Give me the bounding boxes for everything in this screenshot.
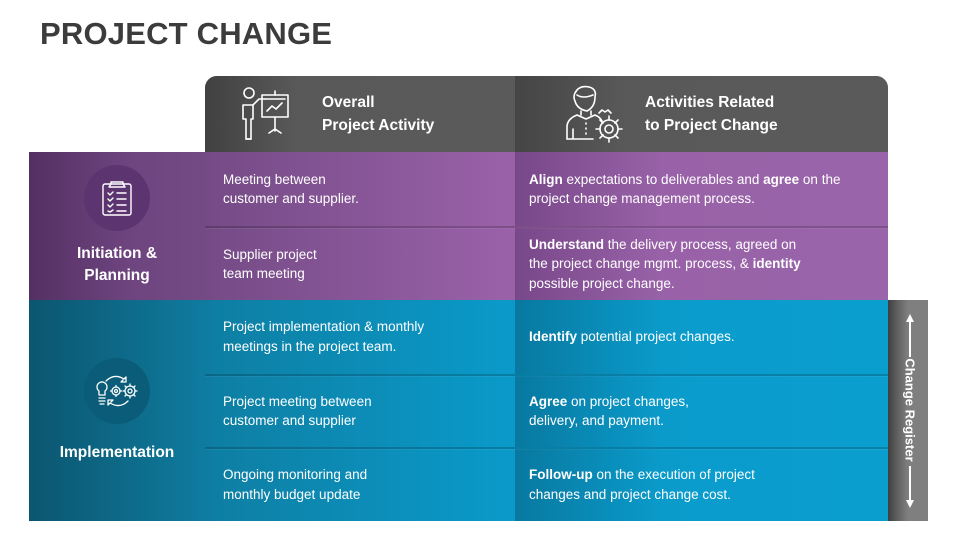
phase-icon-circle <box>84 165 150 231</box>
change-keyword: Align <box>529 171 563 187</box>
phase-label-implementation: Implementation <box>29 300 205 521</box>
change-register-label: Change Register <box>902 358 918 462</box>
change-keyword: identity <box>752 256 801 272</box>
change-keyword: Follow-up <box>529 467 593 483</box>
change-cell: Understand the delivery process, agreed … <box>515 228 888 300</box>
header-col2-line2: to Project Change <box>645 117 778 134</box>
table-row: Supplier project team meeting Understand… <box>205 226 888 300</box>
change-keyword: Understand <box>529 236 605 252</box>
activity-text: customer and supplier <box>223 413 356 429</box>
change-cell: Align expectations to deliverables and a… <box>515 152 888 226</box>
change-cell: Agree on project changes, delivery, and … <box>515 375 888 448</box>
section-rows: Meeting between customer and supplier. A… <box>205 152 888 300</box>
idea-gears-cycle-icon <box>96 375 138 406</box>
arrow-line <box>909 322 911 357</box>
activity-text: Ongoing monitoring and <box>223 467 368 483</box>
arrow-down-icon <box>906 500 914 508</box>
activity-text: customer and supplier. <box>223 191 359 206</box>
change-text: potential project changes. <box>577 329 735 345</box>
phase-title-line2: Planning <box>84 267 150 284</box>
header-activities-related: Activities Related to Project Change <box>515 76 888 152</box>
section-rows: Project implementation & monthly meeting… <box>205 300 888 521</box>
person-gear-icon <box>566 85 623 143</box>
change-text: on the <box>799 171 841 187</box>
activity-text: meetings in the project team. <box>223 338 397 354</box>
table-row: Project meeting between customer and sup… <box>205 373 888 448</box>
change-text: on project changes, <box>567 393 689 409</box>
change-cell: Identify potential project changes. <box>515 300 888 374</box>
presentation-icon <box>242 87 289 140</box>
phase-title: Implementation <box>59 443 175 461</box>
activity-text: team meeting <box>223 266 305 281</box>
phase-icon-circle <box>84 357 150 424</box>
change-text: project change management process. <box>529 191 755 206</box>
change-keyword: agree <box>763 171 800 187</box>
activity-text: Project meeting between <box>223 393 372 409</box>
table-row: Project implementation & monthly meeting… <box>205 300 888 374</box>
change-text: expectations to deliverables and <box>562 171 764 187</box>
table-row: Meeting between customer and supplier. A… <box>205 152 888 226</box>
change-text: the project change mgmt. process, & <box>529 256 753 272</box>
header-col1-line1: Overall <box>322 94 375 111</box>
activity-cell: Project implementation & monthly meeting… <box>205 300 515 374</box>
header-col2-line1: Activities Related <box>645 94 775 111</box>
clipboard-checklist-icon <box>102 181 132 216</box>
activity-text: Meeting between <box>223 171 326 187</box>
header-col1-line2: Project Activity <box>322 117 435 134</box>
change-text: the delivery process, agreed on <box>604 236 797 252</box>
activity-cell: Project meeting between customer and sup… <box>205 376 515 448</box>
arrow-up-icon <box>906 314 914 322</box>
activity-text: Supplier project <box>223 246 317 262</box>
section-initiation-planning: Initiation & Planning Meeting between cu… <box>29 152 888 300</box>
change-text: possible project change. <box>529 275 675 291</box>
change-cell: Follow-up on the execution of project ch… <box>515 449 888 521</box>
arrow-line <box>909 466 911 502</box>
change-register-bar: Change Register <box>888 300 928 521</box>
activity-text: Project implementation & monthly <box>223 319 425 335</box>
phase-title-line1: Initiation & <box>76 245 158 262</box>
activity-cell: Ongoing monitoring and monthly budget up… <box>205 449 515 521</box>
section-implementation: Implementation Project implementation & … <box>29 300 888 521</box>
header-overall-project-activity: Overall Project Activity <box>205 76 515 152</box>
activity-cell: Supplier project team meeting <box>205 228 515 300</box>
change-text: delivery, and payment. <box>529 413 664 429</box>
change-text: on the execution of project <box>592 467 755 483</box>
activity-text: monthly budget update <box>223 486 361 502</box>
page-title: PROJECT CHANGE <box>40 16 333 51</box>
change-keyword: Identify <box>529 329 578 345</box>
table-header: Overall Project Activity Activities Rela… <box>205 76 888 152</box>
activity-cell: Meeting between customer and supplier. <box>205 152 515 226</box>
table-row: Ongoing monitoring and monthly budget up… <box>205 447 888 521</box>
phase-label-initiation-planning: Initiation & Planning <box>29 152 205 300</box>
change-text: changes and project change cost. <box>529 486 731 502</box>
change-keyword: Agree <box>529 393 568 409</box>
